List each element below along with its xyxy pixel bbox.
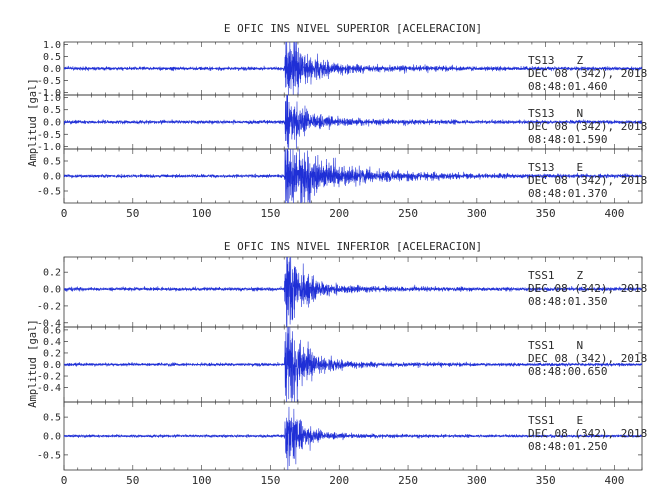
x-tick-label: 50: [126, 474, 139, 487]
station-label: TS13 E: [528, 161, 583, 174]
component-code: E: [577, 161, 584, 174]
y-tick-label: 0.0: [43, 118, 61, 129]
x-tick-label: 100: [192, 207, 212, 220]
component-code: N: [577, 339, 584, 352]
x-tick-label: 400: [605, 474, 625, 487]
y-tick-label: -0.5: [37, 187, 61, 198]
component-code: N: [577, 107, 584, 120]
y-tick-label: 1.0: [43, 93, 61, 104]
waveform-tss1-e: [64, 406, 642, 470]
y-tick-label: 0.0: [43, 64, 61, 75]
record-date: DEC 08 (342), 2018: [528, 174, 647, 187]
station-code: TSS1: [528, 339, 555, 352]
waveform-ts13-n: [64, 95, 642, 149]
record-time: 08:48:01.250: [528, 440, 607, 453]
x-tick-label: 0: [61, 207, 68, 220]
chart-2: E OFIC INS NIVEL INFERIOR [ACELERACION] A…: [27, 240, 647, 487]
y-tick-label: -0.5: [37, 130, 61, 141]
x-tick-label: 200: [329, 207, 349, 220]
waveform-tss1-n: [64, 327, 642, 402]
y-tick-label: 0.0: [43, 360, 61, 371]
x-tick-label: 300: [467, 474, 487, 487]
station-code: TS13: [528, 107, 555, 120]
y-tick-label: 0.2: [43, 268, 61, 279]
record-time: 08:48:01.370: [528, 187, 607, 200]
x-tick-label: 100: [192, 474, 212, 487]
y-tick-label: -0.2: [37, 301, 61, 312]
record-time: 08:48:00.650: [528, 365, 607, 378]
record-time: 08:48:01.460: [528, 80, 607, 93]
chart-title: E OFIC INS NIVEL SUPERIOR [ACELERACION]: [224, 22, 482, 35]
y-tick-label: 0.5: [43, 52, 61, 63]
x-tick-label: 250: [398, 474, 418, 487]
y-tick-label: 0.5: [43, 157, 61, 168]
x-tick-label: 350: [536, 474, 556, 487]
y-tick-label: 0.5: [43, 413, 61, 424]
component-code: Z: [577, 269, 584, 282]
station-code: TSS1: [528, 269, 555, 282]
y-tick-label: 0.0: [43, 432, 61, 443]
record-date: DEC 08 (342), 2018: [528, 352, 647, 365]
y-tick-label: -0.4: [37, 383, 61, 394]
x-tick-label: 350: [536, 207, 556, 220]
x-tick-label: 200: [329, 474, 349, 487]
y-tick-label: -0.5: [37, 76, 61, 87]
y-tick-label: -0.5: [37, 450, 61, 461]
station-code: TS13: [528, 54, 555, 67]
waveform-ts13-z: [64, 42, 642, 95]
x-tick-label: 50: [126, 207, 139, 220]
y-tick-label: 0.6: [43, 325, 61, 336]
station-label: TSS1 Z: [528, 269, 584, 282]
y-tick-label: -1.0: [37, 88, 61, 99]
y-axis-label: Amplitud [gal]: [27, 319, 39, 408]
record-time: 08:48:01.350: [528, 295, 607, 308]
chart-title: E OFIC INS NIVEL INFERIOR [ACELERACION]: [224, 240, 482, 253]
record-date: DEC 08 (342), 2018: [528, 282, 647, 295]
record-date: DEC 08 (342), 2018: [528, 427, 647, 440]
y-tick-label: 0.0: [43, 172, 61, 183]
y-axis-label: Amplitud [gal]: [27, 78, 39, 167]
station-code: TSS1: [528, 414, 555, 427]
component-code: Z: [577, 54, 584, 67]
x-tick-label: 250: [398, 207, 418, 220]
station-label: TSS1 E: [528, 414, 583, 427]
station-label: TS13 Z: [528, 54, 584, 67]
station-label: TS13 N: [528, 107, 583, 120]
y-tick-label: 0.2: [43, 348, 61, 359]
x-tick-label: 0: [61, 474, 68, 487]
component-code: E: [577, 414, 584, 427]
station-code: TS13: [528, 161, 555, 174]
chart-1: E OFIC INS NIVEL SUPERIOR [ACELERACION] A…: [27, 22, 647, 220]
record-date: DEC 08 (342), 2018: [528, 120, 647, 133]
y-tick-label: -1.0: [37, 142, 61, 153]
x-tick-label: 300: [467, 207, 487, 220]
record-time: 08:48:01.590: [528, 133, 607, 146]
y-tick-label: 0.4: [43, 337, 61, 348]
x-tick-label: 400: [605, 207, 625, 220]
x-tick-label: 150: [260, 207, 280, 220]
record-date: DEC 08 (342), 2018: [528, 67, 647, 80]
station-label: TSS1 N: [528, 339, 583, 352]
waveform-ts13-e: [64, 149, 642, 203]
y-tick-label: 0.5: [43, 105, 61, 116]
x-tick-label: 150: [260, 474, 280, 487]
y-tick-label: 1.0: [43, 40, 61, 51]
waveform-tss1-z: [64, 257, 642, 327]
y-tick-label: -0.2: [37, 372, 61, 383]
y-tick-label: 0.0: [43, 285, 61, 296]
y-tick-label: -0.4: [37, 318, 61, 329]
